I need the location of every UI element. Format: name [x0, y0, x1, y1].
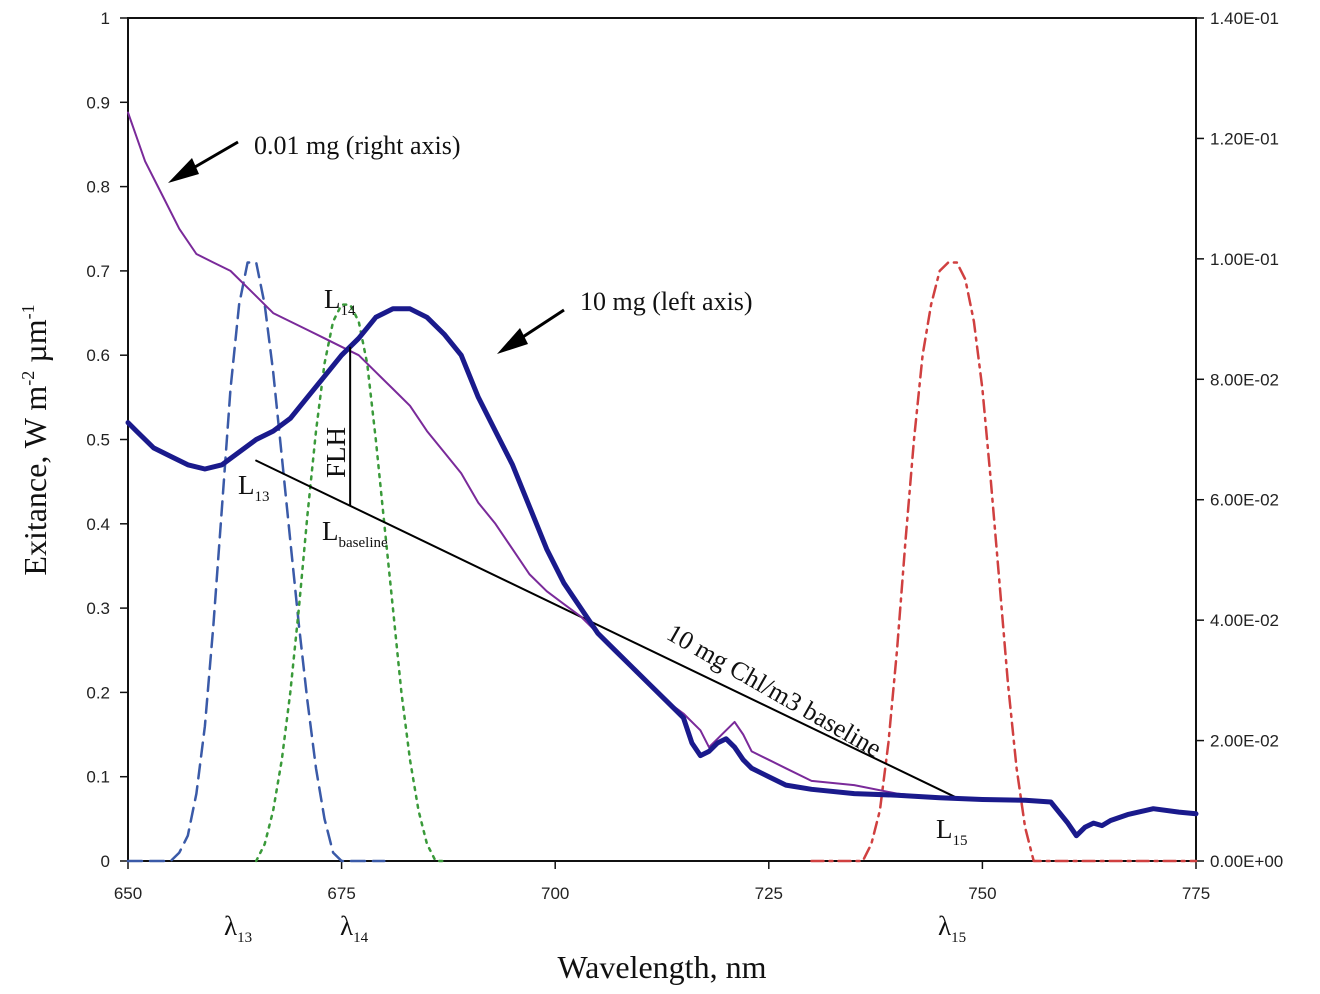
x-tick-label: 650 [114, 884, 142, 903]
right-tick-label: 1.20E-01 [1210, 129, 1279, 148]
svg-text:L15: L15 [936, 814, 968, 849]
left-tick-label: 1 [101, 9, 110, 28]
right-axis-series-label: 0.01 mg (right axis) [254, 131, 461, 160]
left-tick-label: 0 [101, 852, 110, 871]
left-axis-ticks: 0 0.1 0.2 0.3 0.4 0.5 0.6 0.7 0.8 0.9 1 [86, 9, 128, 871]
right-tick-label: 6.00E-02 [1210, 491, 1279, 510]
series-line-13-band [126, 261, 386, 863]
flh-label: FLH [321, 427, 351, 478]
right-tick-label: 1.40E-01 [1210, 9, 1279, 28]
left-axis-series-label: 10 mg (left axis) [580, 287, 753, 316]
x-tick-label: 775 [1182, 884, 1210, 903]
label-lambda15: λ15 [938, 911, 966, 946]
right-tick-label: 2.00E-02 [1210, 732, 1279, 751]
svg-text:L14: L14 [324, 284, 356, 319]
series-line-0-01-mg-right-axis [127, 111, 1052, 802]
x-axis-ticks: 650 675 700 725 750 775 [114, 861, 1210, 903]
plot-area [127, 17, 1197, 862]
label-lambda14: λ14 [340, 911, 369, 946]
svg-text:λ15: λ15 [938, 911, 966, 946]
left-tick-label: 0.6 [86, 346, 110, 365]
label-lambda13: λ13 [224, 911, 252, 946]
left-tick-label: 0.2 [86, 683, 110, 702]
left-tick-label: 0.5 [86, 431, 110, 450]
left-tick-label: 0.8 [86, 178, 110, 197]
svg-text:λ14: λ14 [340, 911, 369, 946]
series-line-15-band [810, 261, 1198, 863]
label-l14: L14 [324, 284, 356, 319]
svg-text:Lbaseline: Lbaseline [322, 516, 388, 551]
right-tick-label: 1.00E-01 [1210, 250, 1279, 269]
right-tick-label: 8.00E-02 [1210, 370, 1279, 389]
series-line-10-mg-left-axis [125, 306, 1199, 839]
arrow-left-axis-annotation [497, 308, 565, 354]
x-axis-title: Wavelength, nm [558, 949, 767, 985]
label-lbaseline: Lbaseline [322, 516, 388, 551]
x-tick-label: 725 [755, 884, 783, 903]
x-tick-label: 750 [968, 884, 996, 903]
series-line-10-mg-chl-m3-baseline [255, 459, 958, 799]
label-l15: L15 [936, 814, 968, 849]
label-l13: L13 [238, 470, 270, 505]
x-tick-label: 700 [541, 884, 569, 903]
series-layer [125, 111, 1199, 863]
right-tick-label: 4.00E-02 [1210, 611, 1279, 630]
right-axis-ticks: 0.00E+00 2.00E-02 4.00E-02 6.00E-02 8.00E-02… [1196, 9, 1283, 871]
left-tick-label: 0.1 [86, 768, 110, 787]
left-tick-label: 0.9 [86, 93, 110, 112]
right-tick-label: 0.00E+00 [1210, 852, 1283, 871]
x-tick-label: 675 [327, 884, 355, 903]
svg-text:L13: L13 [238, 470, 270, 505]
svg-text:λ13: λ13 [224, 911, 252, 946]
y-axis-title: Exitance, W m-2 µm-1 [17, 304, 53, 575]
left-tick-label: 0.4 [86, 515, 110, 534]
arrow-right-axis-annotation [168, 140, 239, 183]
left-tick-label: 0.7 [86, 262, 110, 281]
left-tick-label: 0.3 [86, 599, 110, 618]
